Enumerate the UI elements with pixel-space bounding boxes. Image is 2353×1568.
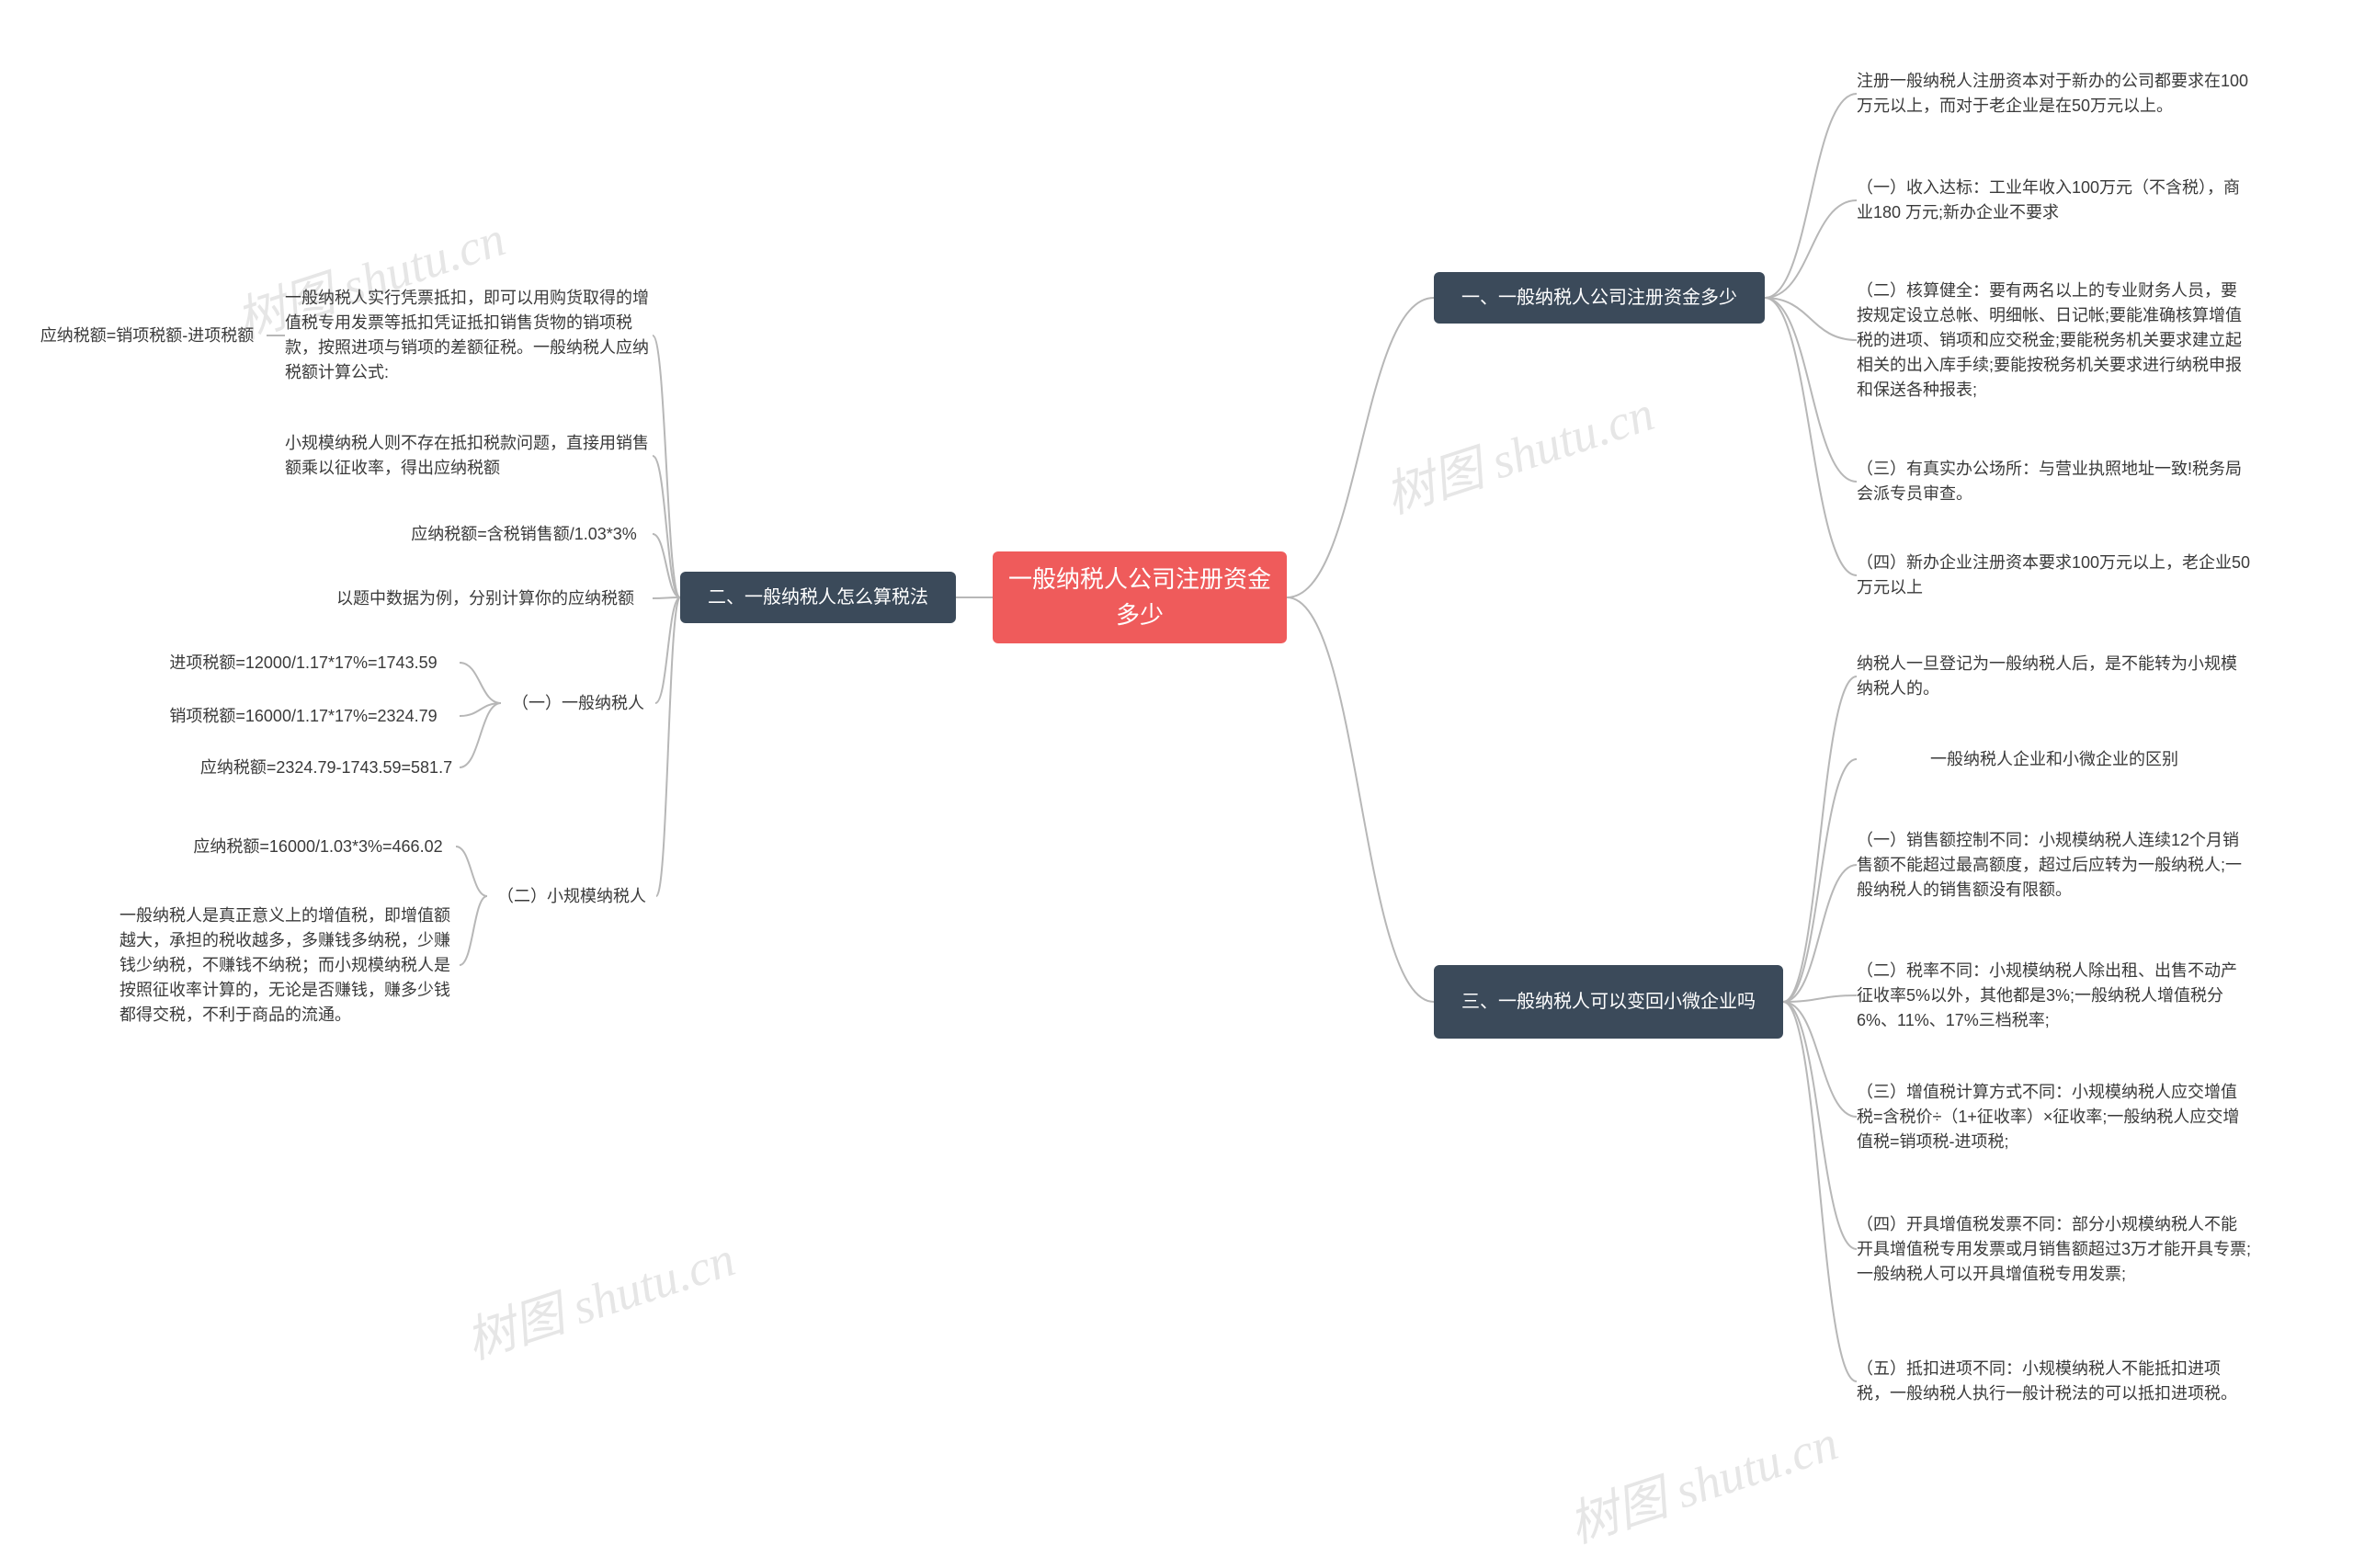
- leaf-node: （四）开具增值税发票不同：部分小规模纳税人不能开具增值税专用发票或月销售额超过3…: [1857, 1199, 2252, 1300]
- watermark: 树图 shutu.cn: [1558, 1402, 1846, 1557]
- leaf-node: （三）增值税计算方式不同：小规模纳税人应交增值税=含税价÷（1+征收率）×征收率…: [1857, 1075, 2252, 1158]
- leaf-node: （二）小规模纳税人: [487, 882, 656, 910]
- branch-node: 一、一般纳税人公司注册资金多少: [1434, 272, 1765, 324]
- edge-layer: [0, 0, 2353, 1568]
- leaf-node: （五）抵扣进项不同：小规模纳税人不能抵扣进项税，一般纳税人执行一般计税法的可以抵…: [1857, 1340, 2252, 1423]
- branch-node: 二、一般纳税人怎么算税法: [680, 572, 956, 623]
- branch-node: 三、一般纳税人可以变回小微企业吗: [1434, 965, 1783, 1039]
- leaf-node: 一般纳税人实行凭票抵扣，即可以用购货取得的增值税专用发票等抵扣凭证抵扣销售货物的…: [285, 285, 653, 386]
- leaf-node: （二）核算健全：要有两名以上的专业财务人员，要按规定设立总帐、明细帐、日记帐;要…: [1857, 267, 2252, 414]
- leaf-node: 应纳税额=2324.79-1743.59=581.7: [193, 754, 460, 781]
- leaf-node: （一）销售额控制不同：小规模纳税人连续12个月销售额不能超过最高额度，超过后应转…: [1857, 814, 2252, 915]
- leaf-node: （四）新办企业注册资本要求100万元以上，老企业50万元以上: [1857, 548, 2252, 603]
- leaf-node: 进项税额=12000/1.17*17%=1743.59: [147, 649, 460, 676]
- leaf-node: （一）一般纳税人: [501, 689, 655, 717]
- leaf-node: 注册一般纳税人注册资本对于新办的公司都要求在100万元以上，而对于老企业是在50…: [1857, 57, 2252, 131]
- leaf-node: （三）有真实办公场所：与营业执照地址一致!税务局会派专员审查。: [1857, 454, 2252, 509]
- mindmap-canvas: 树图 shutu.cn树图 shutu.cn树图 shutu.cn树图 shut…: [0, 0, 2353, 1568]
- leaf-node: 应纳税额=含税销售额/1.03*3%: [395, 520, 653, 548]
- leaf-node: 以题中数据为例，分别计算你的应纳税额: [318, 585, 653, 612]
- leaf-node: 应纳税额=16000/1.03*3%=466.02: [180, 833, 456, 860]
- leaf-node: 小规模纳税人则不存在抵扣税款问题，直接用销售额乘以征收率，得出应纳税额: [285, 428, 653, 483]
- leaf-node: （一）收入达标：工业年收入100万元（不含税），商业180 万元;新办企业不要求: [1857, 173, 2252, 228]
- root-node: 一般纳税人公司注册资金多少: [993, 551, 1287, 643]
- leaf-node: （二）税率不同：小规模纳税人除出租、出售不动产征收率5%以外，其他都是3%;一般…: [1857, 954, 2252, 1037]
- watermark: 树图 shutu.cn: [455, 1218, 743, 1373]
- watermark: 树图 shutu.cn: [1374, 372, 1662, 528]
- leaf-node: 应纳税额=销项税额-进项税额: [28, 322, 267, 349]
- leaf-node: 一般纳税人企业和小微企业的区别: [1857, 743, 2252, 776]
- leaf-node: 销项税额=16000/1.17*17%=2324.79: [147, 702, 460, 730]
- leaf-node: 一般纳税人是真正意义上的增值税，即增值额越大，承担的税收越多，多赚钱多纳税，少赚…: [119, 892, 460, 1039]
- leaf-node: 纳税人一旦登记为一般纳税人后，是不能转为小规模纳税人的。: [1857, 649, 2252, 704]
